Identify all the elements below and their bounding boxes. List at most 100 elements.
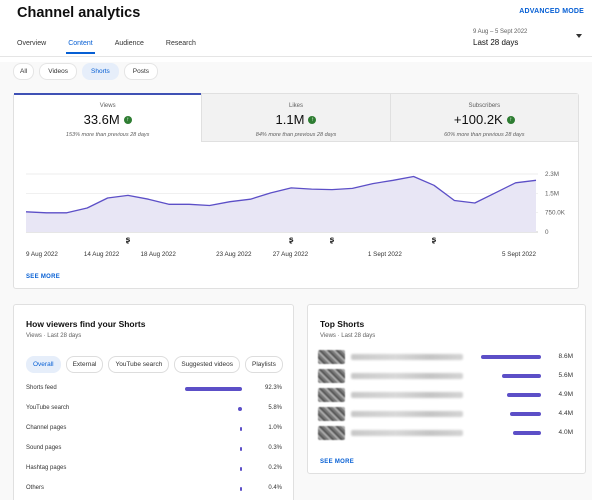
short-thumbnail[interactable] bbox=[318, 350, 345, 364]
chip-external[interactable]: External bbox=[65, 356, 104, 373]
x-tick-label: 5 Sept 2022 bbox=[502, 251, 536, 258]
metric-value: 33.6M bbox=[83, 112, 120, 127]
date-period-label[interactable]: Last 28 days bbox=[473, 38, 519, 47]
source-share-bar bbox=[185, 387, 242, 391]
tab-bar: Overview Content Audience Research bbox=[17, 40, 218, 54]
short-title-redacted[interactable] bbox=[351, 354, 463, 360]
shorts-icon[interactable]: ʂ bbox=[126, 235, 131, 244]
top-short-row[interactable]: 8.6M bbox=[318, 350, 576, 364]
chip-shorts[interactable]: Shorts bbox=[82, 63, 119, 80]
source-label: Hashtag pages bbox=[26, 465, 67, 471]
chip-suggested-videos[interactable]: Suggested videos bbox=[174, 356, 240, 373]
date-range[interactable]: 9 Aug – 5 Sept 2022 bbox=[473, 29, 528, 35]
chip-posts[interactable]: Posts bbox=[123, 63, 159, 80]
short-thumbnail[interactable] bbox=[318, 426, 345, 440]
short-views-bar bbox=[513, 431, 541, 435]
metric-value-row: +100.2K ↑ bbox=[454, 112, 515, 127]
source-row[interactable]: Hashtag pages 0.2% bbox=[26, 465, 282, 475]
metric-value-row: 33.6M ↑ bbox=[84, 112, 132, 127]
source-percent: 5.8% bbox=[268, 405, 282, 411]
section-title: How viewers find your Shorts bbox=[26, 319, 146, 329]
header: Channel analytics ADVANCED MODE Overview… bbox=[0, 0, 592, 62]
top-shorts-card: Top Shorts Views · Last 28 days 8.6M 5.6M… bbox=[307, 304, 586, 474]
short-title-redacted[interactable] bbox=[351, 373, 463, 379]
metric-views[interactable]: Views 33.6M ↑ 153% more than previous 28… bbox=[14, 93, 202, 142]
source-share-bar bbox=[240, 487, 242, 491]
short-title-redacted[interactable] bbox=[351, 392, 463, 398]
metric-label: Likes bbox=[288, 103, 303, 109]
top-short-row[interactable]: 5.6M bbox=[318, 369, 576, 383]
section-subtitle: Views · Last 28 days bbox=[26, 333, 82, 339]
see-more-link[interactable]: SEE MORE bbox=[320, 459, 355, 465]
chip-playlists[interactable]: Playlists bbox=[245, 356, 283, 373]
chip-youtube-search[interactable]: YouTube search bbox=[108, 356, 170, 373]
source-share-bar bbox=[240, 447, 242, 451]
x-tick-label: 14 Aug 2022 bbox=[84, 251, 120, 258]
metric-comparison: 84% more than previous 28 days bbox=[255, 132, 337, 138]
source-label: Shorts feed bbox=[26, 385, 57, 391]
short-thumbnail[interactable] bbox=[318, 369, 345, 383]
source-row[interactable]: Channel pages 1.0% bbox=[26, 425, 282, 435]
y-tick-label: 1.5M bbox=[545, 190, 559, 197]
source-row[interactable]: Shorts feed 92.3% bbox=[26, 385, 282, 395]
views-line bbox=[25, 175, 537, 214]
metric-comparison: 153% more than previous 28 days bbox=[65, 132, 150, 138]
metric-label: Subscribers bbox=[468, 103, 501, 109]
metrics-card: Views 33.6M ↑ 153% more than previous 28… bbox=[13, 93, 579, 289]
tab-content[interactable]: Content bbox=[66, 40, 95, 54]
source-label: Channel pages bbox=[26, 425, 67, 431]
source-percent: 0.3% bbox=[268, 445, 282, 451]
shorts-icon[interactable]: ʂ bbox=[289, 235, 294, 244]
short-thumbnail[interactable] bbox=[318, 407, 345, 421]
top-short-row[interactable]: 4.4M bbox=[318, 407, 576, 421]
source-percent: 0.4% bbox=[268, 485, 282, 491]
metric-value-row: 1.1M ↑ bbox=[276, 112, 317, 127]
metric-value: 1.1M bbox=[275, 112, 305, 127]
views-chart[interactable]: 2.3M 1.5M 750.0K 0 ʂ ʂ ʂ ʂ 9 Aug 2022 14 Aug 2022… bbox=[14, 142, 580, 288]
chip-videos[interactable]: Videos bbox=[39, 63, 77, 80]
source-percent: 1.0% bbox=[268, 425, 282, 431]
views-area bbox=[26, 176, 536, 232]
y-tick-label: 750.0K bbox=[545, 210, 566, 217]
see-more-link[interactable]: SEE MORE bbox=[26, 274, 61, 280]
source-percent: 0.2% bbox=[268, 465, 282, 471]
x-tick-label: 9 Aug 2022 bbox=[26, 251, 58, 258]
source-row[interactable]: Others 0.4% bbox=[26, 485, 282, 495]
source-row[interactable]: Sound pages 0.3% bbox=[26, 445, 282, 455]
arrow-up-icon: ↑ bbox=[506, 115, 515, 124]
caret-down-icon[interactable] bbox=[576, 34, 582, 38]
short-title-redacted[interactable] bbox=[351, 430, 463, 436]
tab-research[interactable]: Research bbox=[165, 40, 196, 47]
metric-subscribers[interactable]: Subscribers +100.2K ↑ 60% more than prev… bbox=[389, 94, 578, 142]
short-views: 5.6M bbox=[558, 372, 573, 379]
x-tick-label: 27 Aug 2022 bbox=[273, 251, 309, 258]
short-views-bar bbox=[510, 412, 541, 416]
top-short-row[interactable]: 4.9M bbox=[318, 388, 576, 402]
top-short-row[interactable]: 4.0M bbox=[318, 426, 576, 440]
tab-overview[interactable]: Overview bbox=[17, 40, 47, 47]
short-views-bar bbox=[481, 355, 541, 359]
page-title: Channel analytics bbox=[17, 5, 141, 21]
chip-all[interactable]: All bbox=[13, 63, 35, 80]
x-tick-label: 1 Sept 2022 bbox=[368, 251, 402, 258]
short-title-redacted[interactable] bbox=[351, 411, 463, 417]
short-views: 4.4M bbox=[558, 410, 573, 417]
short-views-bar bbox=[507, 393, 541, 397]
source-share-bar bbox=[240, 467, 242, 471]
metric-likes[interactable]: Likes 1.1M ↑ 84% more than previous 28 d… bbox=[201, 94, 390, 142]
shorts-icon[interactable]: ʂ bbox=[330, 235, 335, 244]
source-row[interactable]: YouTube search 5.8% bbox=[26, 405, 282, 415]
source-label: Sound pages bbox=[26, 445, 62, 451]
shorts-icon[interactable]: ʂ bbox=[432, 235, 437, 244]
short-thumbnail[interactable] bbox=[318, 388, 345, 402]
advanced-mode-button[interactable]: ADVANCED MODE bbox=[519, 8, 584, 15]
tab-divider bbox=[0, 56, 592, 57]
short-views: 4.0M bbox=[558, 429, 573, 436]
tab-audience[interactable]: Audience bbox=[114, 40, 144, 47]
section-title: Top Shorts bbox=[320, 319, 365, 329]
chip-overall[interactable]: Overall bbox=[26, 356, 61, 373]
source-label: YouTube search bbox=[26, 405, 70, 411]
metric-comparison: 60% more than previous 28 days bbox=[444, 132, 525, 138]
metric-label: Views bbox=[99, 103, 116, 109]
source-share-bar bbox=[238, 407, 242, 411]
